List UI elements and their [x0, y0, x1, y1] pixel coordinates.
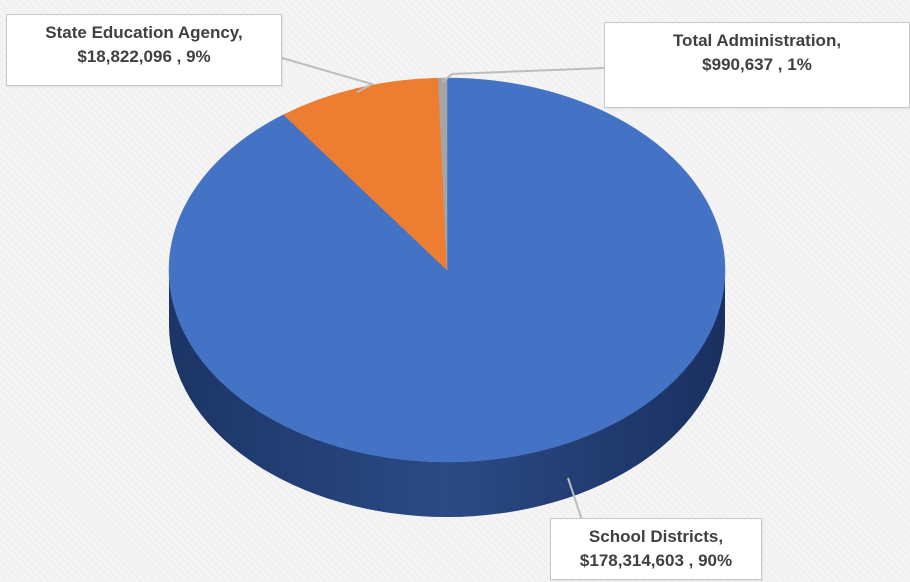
data-label-value: $178,314,603 , 90% [579, 551, 733, 570]
data-label-value: $18,822,096 , 9% [77, 47, 211, 66]
data-label-school-districts: School Districts, $178,314,603 , 90% [550, 518, 762, 580]
data-label-total-administration: Total Administration, $990,637 , 1% [604, 22, 910, 108]
leader-line [281, 57, 375, 94]
leader-line [441, 67, 605, 83]
data-label-state-education-agency: State Education Agency, $18,822,096 , 9% [6, 14, 282, 86]
pie-slice-state-education-agency [283, 77, 448, 271]
data-label-name: State Education Agency, [45, 23, 243, 42]
data-label-name: Total Administration, [672, 31, 842, 50]
leader-line [567, 477, 583, 521]
data-label-value: $990,637 , 1% [702, 55, 812, 74]
data-label-name: School Districts, [588, 527, 724, 546]
pie-side-wall [169, 270, 725, 517]
